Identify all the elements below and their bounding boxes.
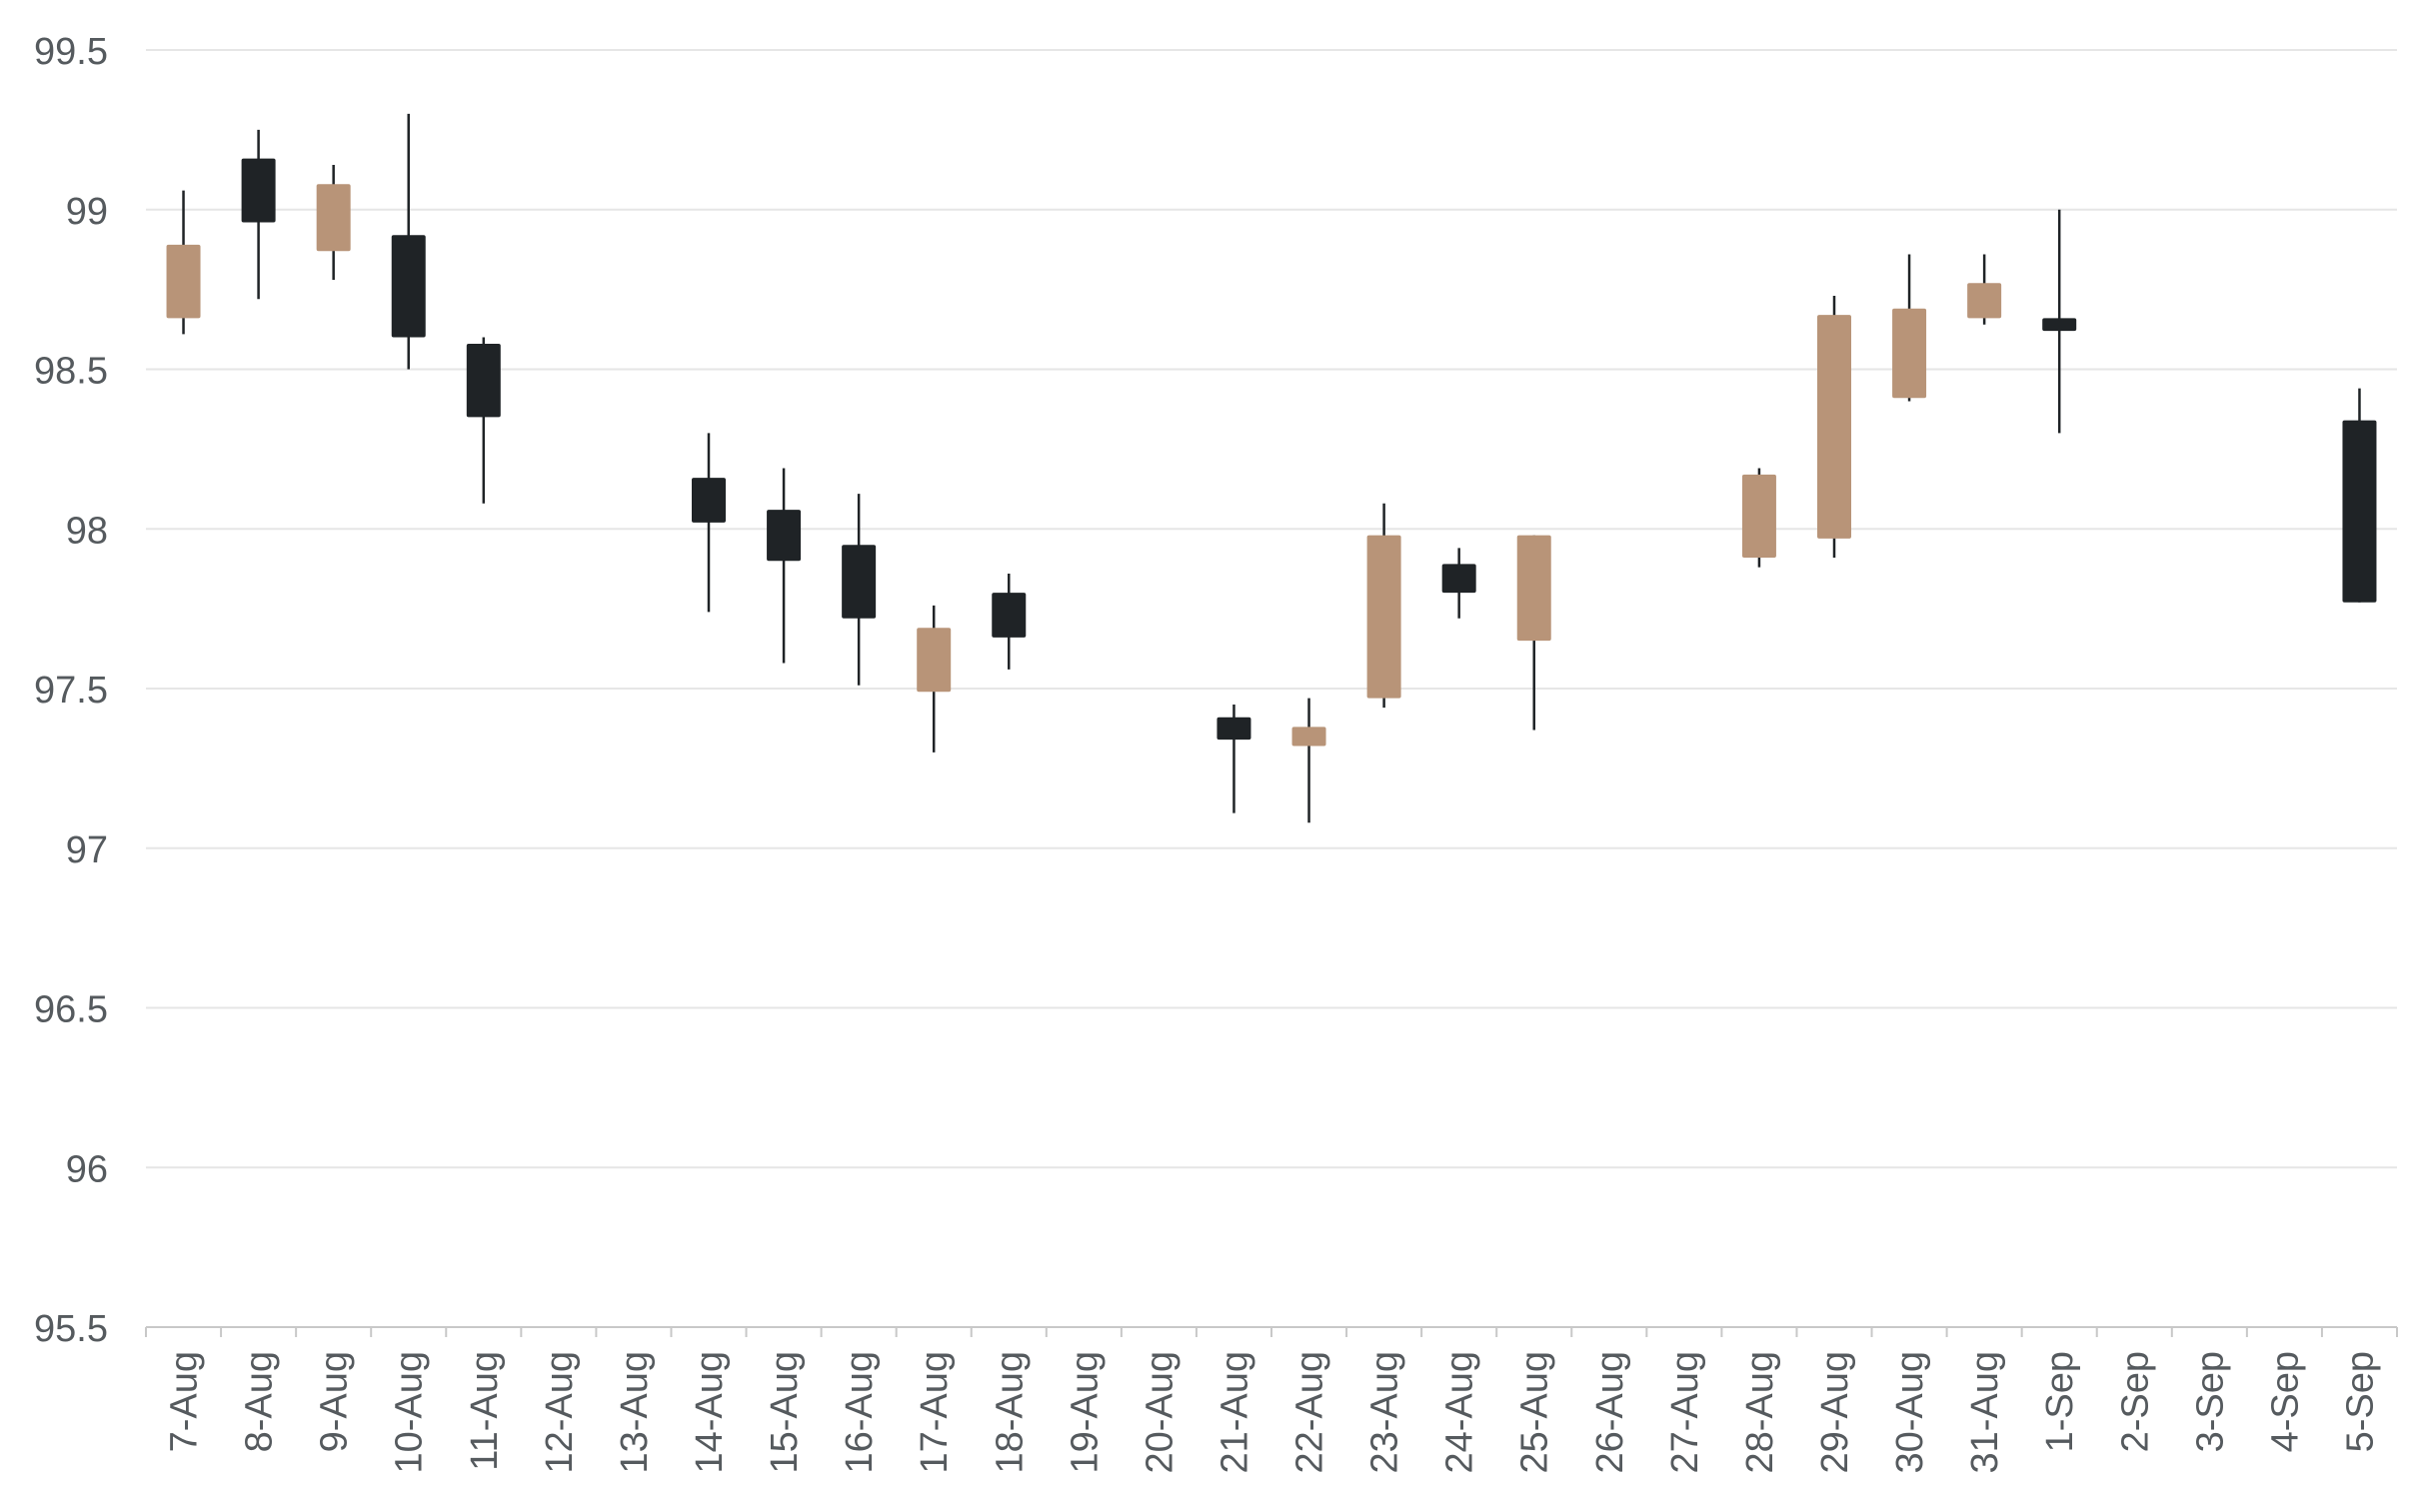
- x-tick-label: 13-Aug: [614, 1351, 656, 1474]
- x-tick-label: 9-Aug: [314, 1351, 356, 1452]
- x-tick-label: 18-Aug: [989, 1351, 1031, 1474]
- x-tick-label: 24-Aug: [1439, 1351, 1481, 1474]
- candle-body-up: [316, 184, 351, 252]
- x-tick-label: 5-Sep: [2339, 1351, 2381, 1452]
- candles: [166, 113, 2377, 823]
- x-tick-label: 23-Aug: [1364, 1351, 1406, 1474]
- x-tick-label: 25-Aug: [1514, 1351, 1556, 1474]
- x-tick-label: 29-Aug: [1814, 1351, 1856, 1474]
- x-tick-label: 21-Aug: [1213, 1351, 1255, 1474]
- candle-body-down: [391, 235, 426, 338]
- x-tick-label: 16-Aug: [839, 1351, 881, 1474]
- candle-body-up: [1366, 535, 1401, 699]
- y-tick-label: 99.5: [34, 31, 108, 73]
- y-tick-label: 98.5: [34, 351, 108, 393]
- candle-body-up: [1817, 315, 1851, 539]
- candle-body-up: [1892, 308, 1927, 399]
- x-tick-label: 4-Sep: [2264, 1351, 2306, 1452]
- candle-body-down: [692, 478, 726, 523]
- y-tick-label: 97: [66, 829, 108, 871]
- candle-body-up: [1291, 727, 1326, 747]
- candle-body-down: [466, 343, 501, 418]
- x-tick-label: 12-Aug: [539, 1351, 581, 1474]
- y-tick-label: 96.5: [34, 989, 108, 1031]
- y-tick-label: 98: [66, 510, 108, 552]
- x-tick-label: 15-Aug: [764, 1351, 806, 1474]
- candle-body-down: [767, 510, 802, 562]
- x-tick-label: 3-Sep: [2189, 1351, 2231, 1452]
- x-tick-label: 8-Aug: [239, 1351, 281, 1452]
- x-tick-label: 7-Aug: [164, 1351, 206, 1452]
- candle-body-down: [2342, 420, 2377, 603]
- candle-body-down: [241, 158, 276, 223]
- x-tick-label: 26-Aug: [1589, 1351, 1631, 1474]
- candle-body-up: [166, 244, 201, 319]
- x-tick-label: 28-Aug: [1739, 1351, 1781, 1474]
- candle-body-down: [992, 593, 1027, 638]
- x-tick-label: 17-Aug: [914, 1351, 956, 1474]
- candle-body-up: [1741, 474, 1776, 559]
- x-tick-label: 31-Aug: [1964, 1351, 2006, 1474]
- candle-body-up: [1967, 283, 2002, 319]
- y-axis: 95.5 96 96.5 97 97.5 98 98.5 99 99.5: [34, 31, 108, 1350]
- x-tick-label: 27-Aug: [1664, 1351, 1706, 1474]
- x-tick-label: 22-Aug: [1289, 1351, 1331, 1474]
- y-tick-label: 99: [66, 191, 108, 233]
- x-axis: 7-Aug 8-Aug 9-Aug 10-Aug 11-Aug 12-Aug 13-Aug 1…: [145, 1326, 2398, 1474]
- x-tick-label: 1-Sep: [2039, 1351, 2081, 1452]
- x-tick-label: 10-Aug: [389, 1351, 431, 1474]
- y-tick-label: 96: [66, 1148, 108, 1190]
- x-tick-label: 14-Aug: [689, 1351, 731, 1474]
- candle-body-down: [842, 545, 877, 619]
- grid-lines: [146, 49, 2397, 1169]
- candle-body-up: [917, 628, 952, 693]
- candle-body-up: [1516, 535, 1551, 642]
- y-tick-label: 95.5: [34, 1308, 108, 1350]
- x-tick-label: 20-Aug: [1139, 1351, 1181, 1474]
- y-tick-label: 97.5: [34, 670, 108, 712]
- candle-body-down: [1441, 564, 1476, 594]
- x-tick-label: 30-Aug: [1889, 1351, 1931, 1474]
- x-tick-label: 19-Aug: [1064, 1351, 1106, 1474]
- candle-body-down: [2042, 318, 2077, 332]
- x-tick-label: 2-Sep: [2114, 1351, 2156, 1452]
- candle-body-down: [1216, 717, 1251, 741]
- x-tick-label: 11-Aug: [464, 1351, 506, 1471]
